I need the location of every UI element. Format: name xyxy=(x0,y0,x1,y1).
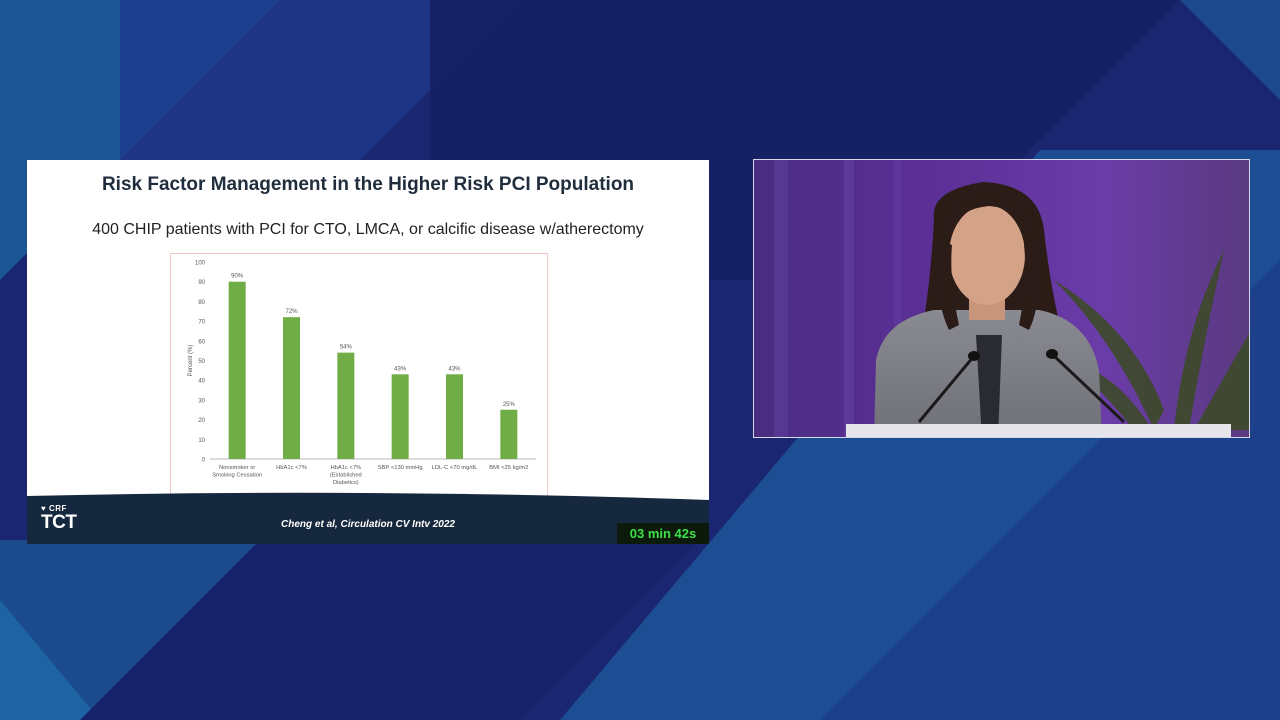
chart-frame xyxy=(170,253,548,499)
chart-bar xyxy=(500,409,518,459)
x-tick-label: HbA1c <7% xyxy=(330,465,361,471)
x-tick-label: Diabetics) xyxy=(333,480,359,486)
data-label: 72% xyxy=(285,309,298,315)
countdown-timer: 03 min 42s xyxy=(617,523,709,544)
heart-icon: ♥ xyxy=(41,504,47,513)
y-tick-label: 10 xyxy=(198,438,205,444)
y-tick-label: 20 xyxy=(198,418,205,424)
presentation-slide: Risk Factor Management in the Higher Ris… xyxy=(27,160,709,544)
y-tick-label: 0 xyxy=(202,458,206,464)
x-tick-label: SBP <130 mmHg xyxy=(378,465,423,471)
x-tick-label: Nonsmoker or xyxy=(219,465,255,471)
y-tick-label: 40 xyxy=(198,379,205,385)
speaker-video xyxy=(753,159,1250,438)
citation: Cheng et al, Circulation CV Intv 2022 xyxy=(281,519,455,530)
chart-bar xyxy=(337,352,355,459)
chart-bar xyxy=(446,374,463,459)
data-label: 90% xyxy=(231,274,244,280)
chart-bar xyxy=(228,281,246,459)
y-axis-label: Percent (%) xyxy=(188,345,194,377)
data-label: 54% xyxy=(340,345,353,351)
data-label: 43% xyxy=(448,366,461,372)
slide-title: Risk Factor Management in the Higher Ris… xyxy=(101,174,635,195)
crf-logo-text: CRF xyxy=(48,504,67,513)
data-label: 25% xyxy=(503,402,516,408)
x-tick-label: LDL-C <70 mg/dL xyxy=(432,465,479,471)
x-tick-label: HbA1c <7% xyxy=(276,465,307,471)
data-label: 43% xyxy=(394,366,407,372)
bar-chart: 0 10 20 30 40 50 60 70 80 90 100 Percent (%) 90% Nons… xyxy=(170,253,548,499)
tct-logo: ♥ CRF TCT xyxy=(41,504,77,533)
y-tick-label: 50 xyxy=(198,359,205,365)
tct-logo-text: TCT xyxy=(41,512,77,533)
x-tick-label: (Established xyxy=(330,473,362,479)
footer-band xyxy=(27,492,709,544)
y-tick-label: 100 xyxy=(195,261,206,267)
slide-subtitle: 400 CHIP patients with PCI for CTO, LMCA… xyxy=(92,221,644,238)
y-tick-label: 80 xyxy=(198,300,205,306)
x-tick-label: Smoking Cessation xyxy=(212,473,262,479)
slide-footer: ♥ CRF TCT Cheng et al, Circulation CV In… xyxy=(27,492,709,544)
chart-bar xyxy=(283,317,300,459)
y-tick-label: 90 xyxy=(198,280,205,286)
x-tick-label: BMI <25 kg/m2 xyxy=(489,465,528,471)
chart-bar xyxy=(391,374,409,459)
y-tick-label: 70 xyxy=(198,320,205,326)
y-tick-label: 30 xyxy=(198,398,205,404)
speaker-image xyxy=(754,160,1249,437)
y-tick-label: 60 xyxy=(198,339,205,345)
